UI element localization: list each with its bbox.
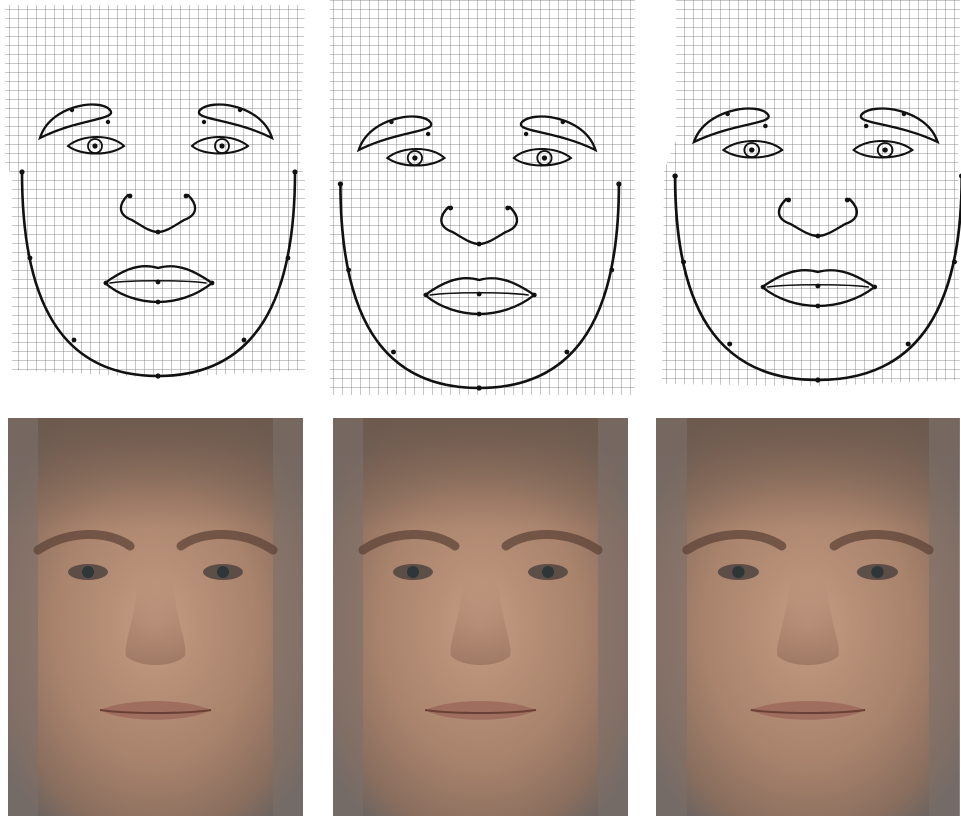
face-photo — [656, 418, 960, 816]
grid-panel — [662, 0, 961, 386]
grid-panel — [330, 0, 635, 395]
face-photo — [8, 418, 303, 816]
face-photo — [333, 418, 628, 816]
figure — [0, 0, 961, 816]
grid-panel — [5, 5, 305, 379]
